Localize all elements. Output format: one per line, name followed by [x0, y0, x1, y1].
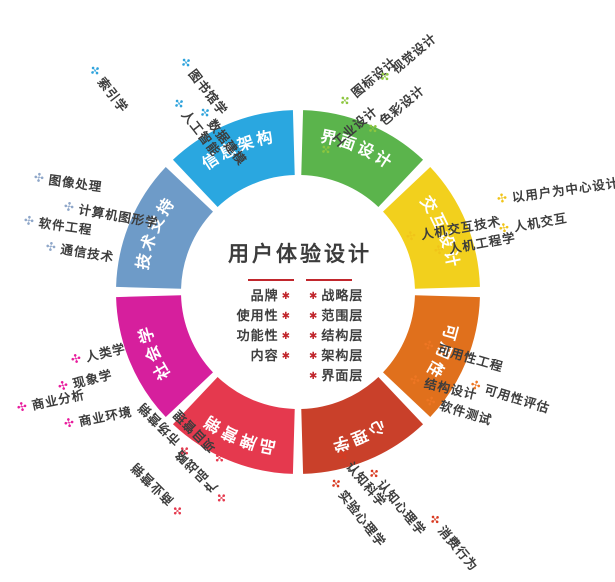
center-item-label: 范围层 [321, 309, 364, 324]
asterisk-icon: ✱ [281, 291, 291, 302]
center-item-right-0: ✱ 战略层 [306, 287, 368, 307]
asterisk-icon: ✱ [281, 351, 291, 362]
asterisk-icon: ✣ [69, 350, 84, 367]
center-item-label: 品牌 [250, 289, 279, 304]
center-item-label: 内容 [250, 349, 279, 364]
asterisk-icon: ✱ [281, 311, 291, 322]
asterisk-icon: ✣ [496, 190, 509, 206]
asterisk-icon: ✣ [62, 198, 77, 215]
center-column-left: 品牌 ✱ 使用性 ✱ 功能性 ✱ 内容 ✱ [232, 279, 294, 387]
asterisk-icon: ✱ [309, 311, 319, 322]
center-item-label: 使用性 [236, 309, 279, 324]
center-item-left-1: 使用性 ✱ [232, 307, 294, 327]
asterisk-icon: ✱ [309, 351, 319, 362]
wheel-segment-sociology [116, 295, 213, 418]
center-item-right-3: ✱ 架构层 [306, 347, 368, 367]
wheel-segment-brand-marketing [172, 377, 295, 474]
wheel-segment-tech-support [116, 166, 213, 289]
asterisk-icon: ✣ [23, 212, 36, 228]
center-item-left-0: 品牌 ✱ [232, 287, 294, 307]
center-panel: 用户体验设计 品牌 ✱ 使用性 ✱ 功能性 ✱ 内容 ✱ ✱ 战略层 ✱ 范围层 ✱ 结构层 ✱ 架构层 ✱ 界… [176, 238, 424, 387]
center-item-label: 结构层 [321, 329, 364, 344]
asterisk-icon: ✣ [33, 169, 46, 185]
asterisk-icon: ✣ [422, 336, 437, 354]
wheel-segment-interface-design [301, 110, 424, 207]
wheel-segment-usability [383, 295, 480, 418]
center-column-right: ✱ 战略层 ✱ 范围层 ✱ 结构层 ✱ 架构层 ✱ 界面层 [306, 279, 368, 387]
center-item-right-1: ✱ 范围层 [306, 307, 368, 327]
asterisk-icon: ✣ [423, 392, 439, 410]
center-columns: 品牌 ✱ 使用性 ✱ 功能性 ✱ 内容 ✱ ✱ 战略层 ✱ 范围层 ✱ 结构层 ✱ 架构层 ✱ 界面层 [176, 279, 424, 387]
center-item-label: 界面层 [321, 369, 364, 384]
center-item-label: 功能性 [236, 329, 279, 344]
right-divider-line [306, 279, 352, 281]
asterisk-icon: ✱ [309, 291, 319, 302]
center-item-label: 战略层 [321, 289, 364, 304]
asterisk-icon: ✣ [432, 241, 447, 258]
center-item-left-2: 功能性 ✱ [232, 327, 294, 347]
center-item-left-3: 内容 ✱ [232, 347, 294, 367]
center-item-right-4: ✱ 界面层 [306, 367, 368, 387]
wheel-segment-psychology [301, 377, 424, 474]
asterisk-icon: ✱ [281, 331, 291, 342]
wheel-segment-interaction-design [383, 166, 480, 289]
asterisk-icon: ✣ [62, 414, 77, 431]
wheel-segment-information-architecture [172, 110, 295, 207]
asterisk-icon: ✱ [309, 371, 319, 382]
left-divider-line [248, 279, 294, 281]
asterisk-icon: ✣ [44, 238, 59, 255]
center-item-label: 架构层 [321, 349, 364, 364]
center-item-right-2: ✱ 结构层 [306, 327, 368, 347]
asterisk-icon: ✣ [15, 398, 30, 415]
asterisk-icon: ✱ [309, 331, 319, 342]
asterisk-icon: ✣ [468, 376, 484, 394]
diagram-title: 用户体验设计 [228, 242, 372, 266]
